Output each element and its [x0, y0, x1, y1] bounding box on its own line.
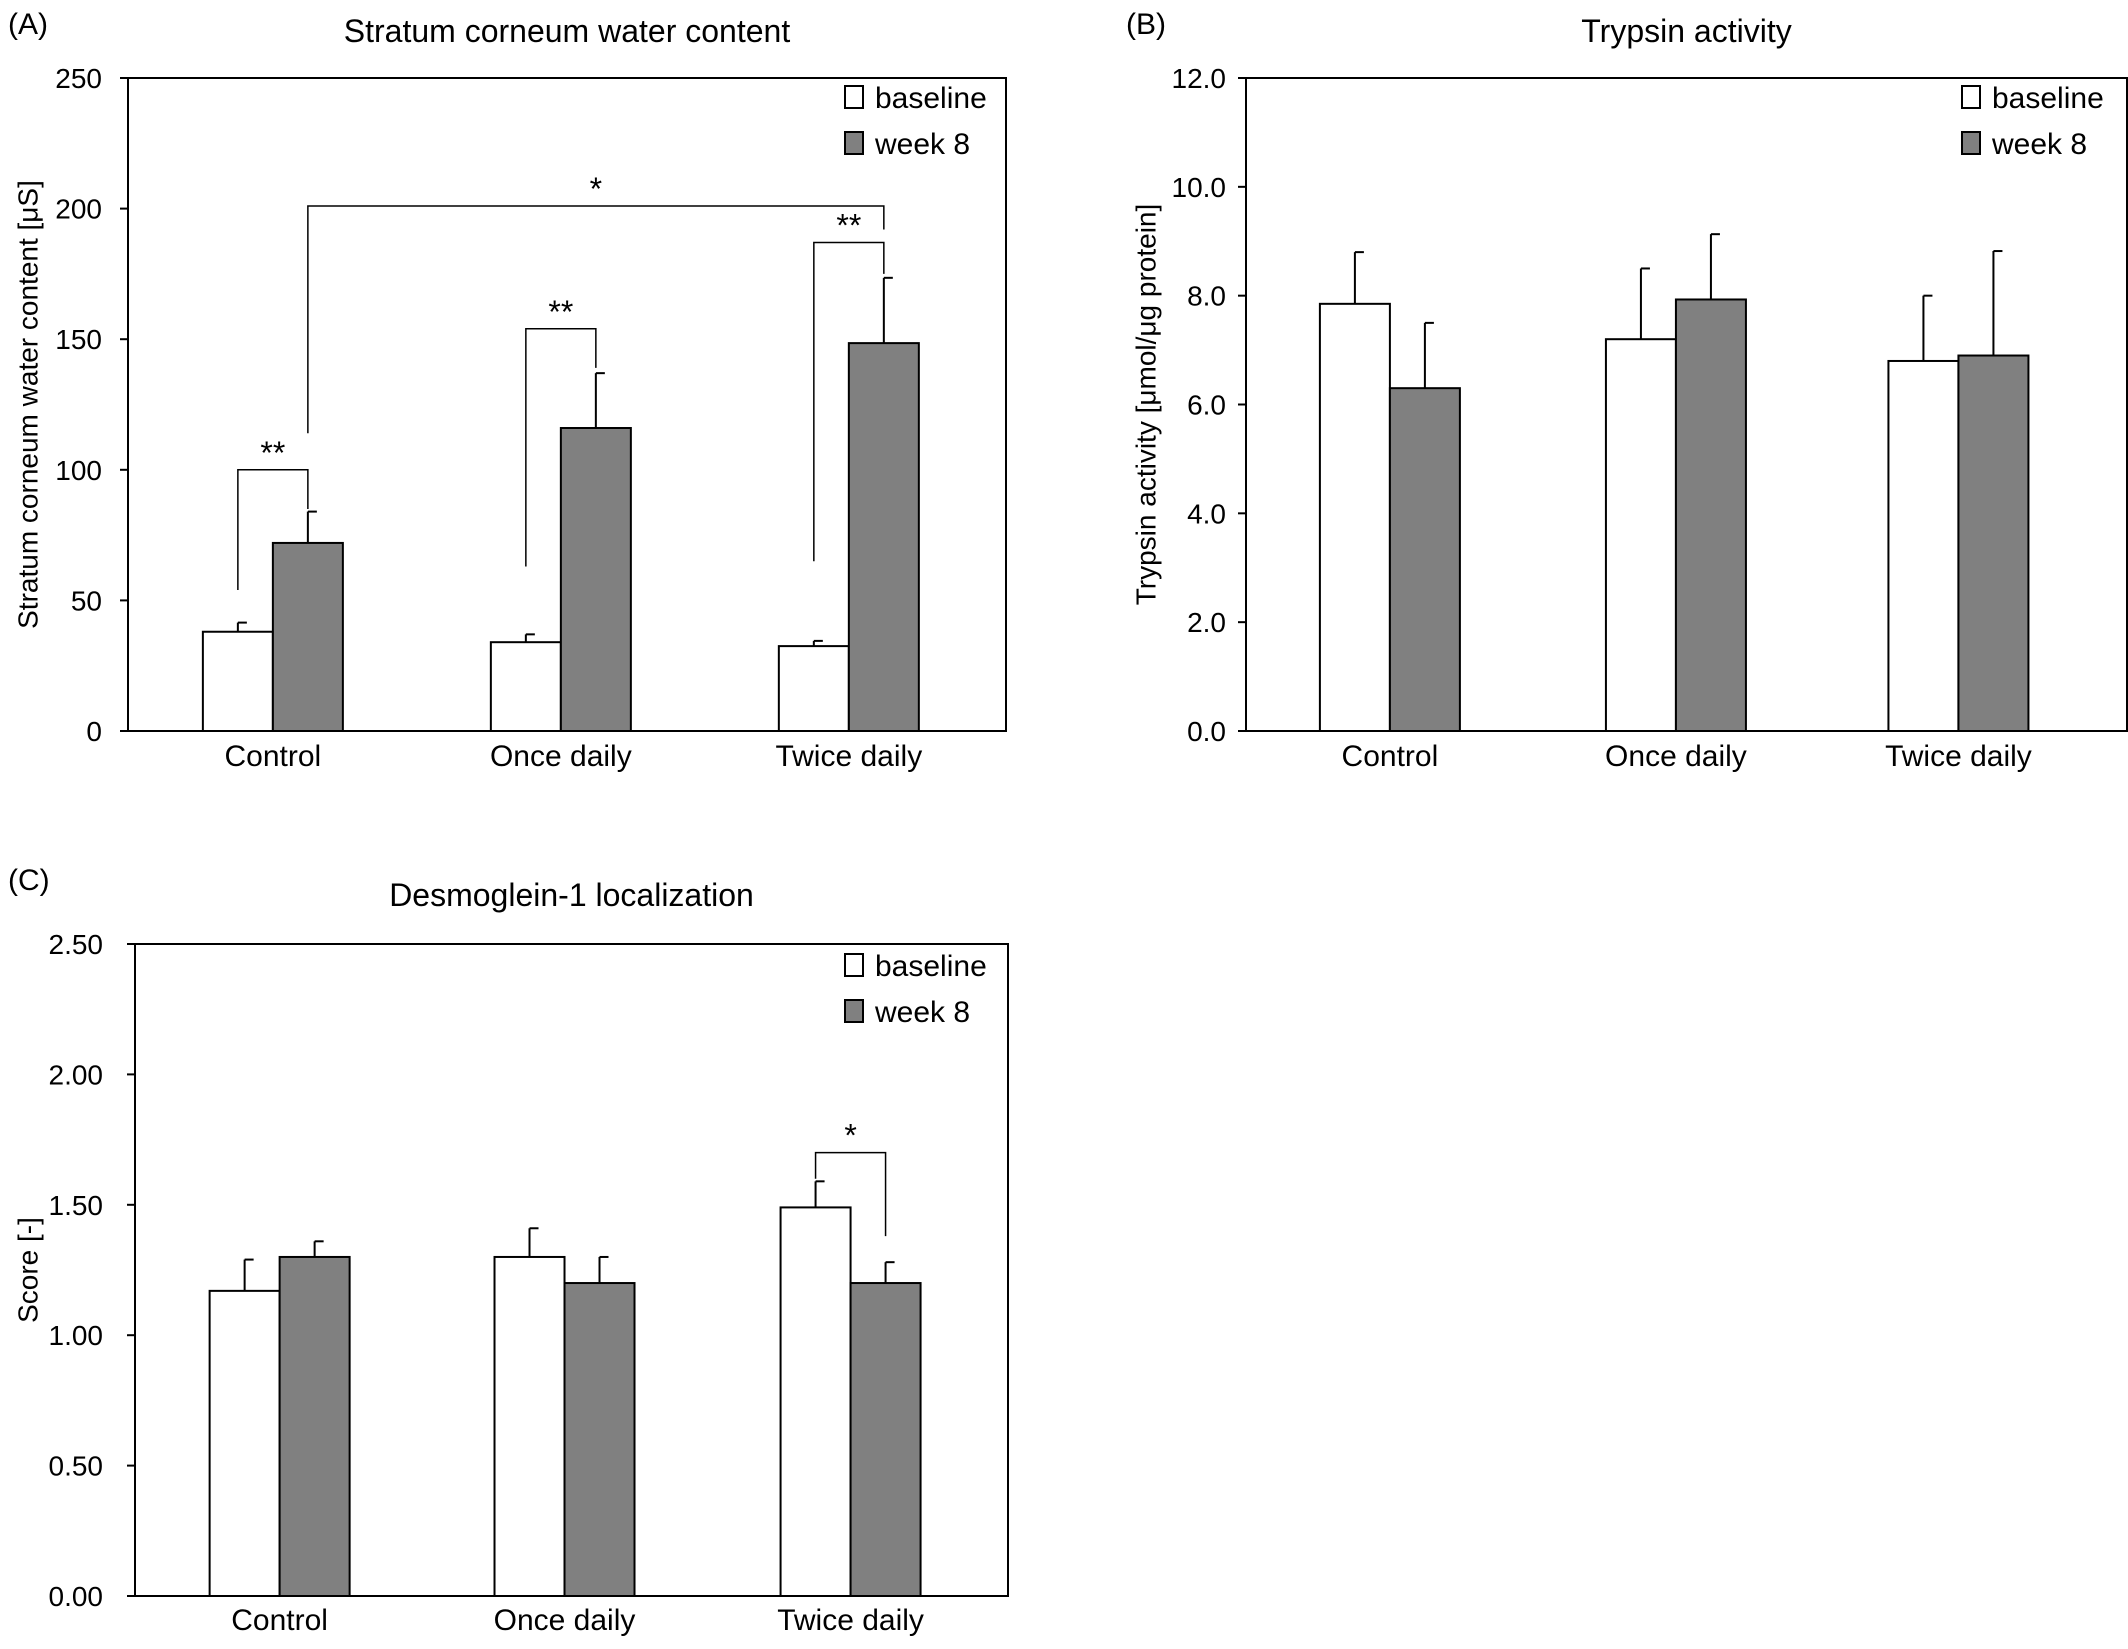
- y-tick-label: 1.50: [49, 1190, 104, 1221]
- chart-title: Stratum corneum water content: [344, 13, 791, 49]
- chart-panel-a: (A) Stratum corneum water content Stratum …: [8, 8, 1007, 773]
- legend-label: baseline: [875, 950, 987, 983]
- significance-marker: **: [260, 435, 285, 471]
- bar-baseline: [489, 641, 562, 733]
- panel-label: (C): [8, 864, 50, 897]
- bar-baseline: [201, 630, 274, 733]
- legend-swatch-baseline: [1961, 85, 1981, 109]
- bar-baseline: [493, 1255, 566, 1597]
- significance-marker: *: [844, 1118, 856, 1154]
- bar-baseline: [1318, 302, 1391, 732]
- y-tick-label: 6.0: [1187, 390, 1226, 421]
- significance-marker: *: [590, 171, 602, 207]
- bar-baseline: [777, 645, 850, 732]
- y-tick-label: 100: [55, 455, 102, 486]
- significance-bracket: [525, 328, 597, 567]
- y-tick-label: 12.0: [1172, 63, 1227, 94]
- legend: baseline week 8: [844, 950, 987, 1029]
- legend-label: week 8: [874, 996, 970, 1029]
- y-tick-label: 2.0: [1187, 607, 1226, 638]
- y-tick-label: 0.0: [1187, 716, 1226, 747]
- y-tick-label: 50: [71, 585, 102, 616]
- legend: baseline week 8: [1961, 82, 2104, 161]
- x-tick-label: Once daily: [490, 740, 632, 773]
- x-tick-label: Twice daily: [1885, 740, 2032, 773]
- y-tick-label: 200: [55, 194, 102, 225]
- legend-label: baseline: [875, 82, 987, 115]
- bar-week8: [849, 1282, 922, 1598]
- y-tick-label: 8.0: [1187, 281, 1226, 312]
- x-tick-label: Control: [225, 740, 322, 773]
- bar-baseline: [208, 1289, 281, 1597]
- x-tick-label: Twice daily: [777, 1604, 924, 1637]
- bar-week8: [563, 1282, 636, 1598]
- bar-week8: [1957, 354, 2030, 732]
- bar-week8: [271, 541, 344, 732]
- x-tick-label: Once daily: [494, 1604, 636, 1637]
- chart-title: Trypsin activity: [1581, 13, 1791, 49]
- bar-week8: [847, 342, 920, 732]
- y-tick-label: 150: [55, 324, 102, 355]
- significance-bracket: [813, 241, 885, 562]
- y-tick-label: 0.00: [49, 1581, 104, 1612]
- legend-swatch-week8: [844, 999, 864, 1023]
- y-tick-label: 10.0: [1172, 172, 1227, 203]
- bar-week8: [1388, 387, 1461, 732]
- legend-swatch-baseline: [844, 85, 864, 109]
- y-tick-label: 250: [55, 63, 102, 94]
- x-tick-label: Control: [231, 1604, 328, 1637]
- significance-bracket: [307, 205, 885, 434]
- legend-swatch-week8: [844, 131, 864, 155]
- y-tick-label: 0.50: [49, 1451, 104, 1482]
- x-tick-label: Control: [1342, 740, 1439, 773]
- y-tick-label: 1.00: [49, 1320, 104, 1351]
- y-tick-label: 2.50: [49, 929, 104, 960]
- significance-bracket: [237, 469, 309, 590]
- chart-title: Desmoglein-1 localization: [389, 877, 754, 913]
- legend-label: week 8: [1991, 128, 2087, 161]
- y-axis-label: Stratum corneum water content [μS]: [12, 180, 43, 629]
- x-tick-label: Twice daily: [775, 740, 922, 773]
- significance-marker: **: [836, 208, 861, 244]
- chart-panel-c: (C) Desmoglein-1 localization Score [-] 0.0…: [8, 864, 1009, 1637]
- bar-baseline: [1887, 359, 1960, 732]
- bar-week8: [1674, 298, 1747, 732]
- y-axis-label: Trypsin activity [μmol/μg protein]: [1130, 204, 1161, 606]
- significance-marker: **: [548, 294, 573, 330]
- chart-panel-b: (B) Trypsin activity Trypsin activity [μmo…: [1126, 8, 2128, 773]
- legend-swatch-baseline: [844, 953, 864, 977]
- legend: baseline week 8: [844, 82, 987, 161]
- y-tick-label: 4.0: [1187, 498, 1226, 529]
- panel-label: (B): [1126, 8, 1166, 41]
- bar-baseline: [779, 1206, 852, 1597]
- legend-swatch-week8: [1961, 131, 1981, 155]
- legend-label: baseline: [1992, 82, 2104, 115]
- bar-week8: [278, 1255, 351, 1597]
- panel-label: (A): [8, 8, 48, 41]
- y-tick-label: 2.00: [49, 1059, 104, 1090]
- y-axis-label: Score [-]: [12, 1217, 43, 1323]
- bar-baseline: [1604, 338, 1677, 732]
- bar-week8: [559, 427, 632, 732]
- legend-label: week 8: [874, 128, 970, 161]
- significance-bracket: [814, 1151, 887, 1237]
- x-tick-label: Once daily: [1605, 740, 1747, 773]
- y-tick-label: 0: [86, 716, 102, 747]
